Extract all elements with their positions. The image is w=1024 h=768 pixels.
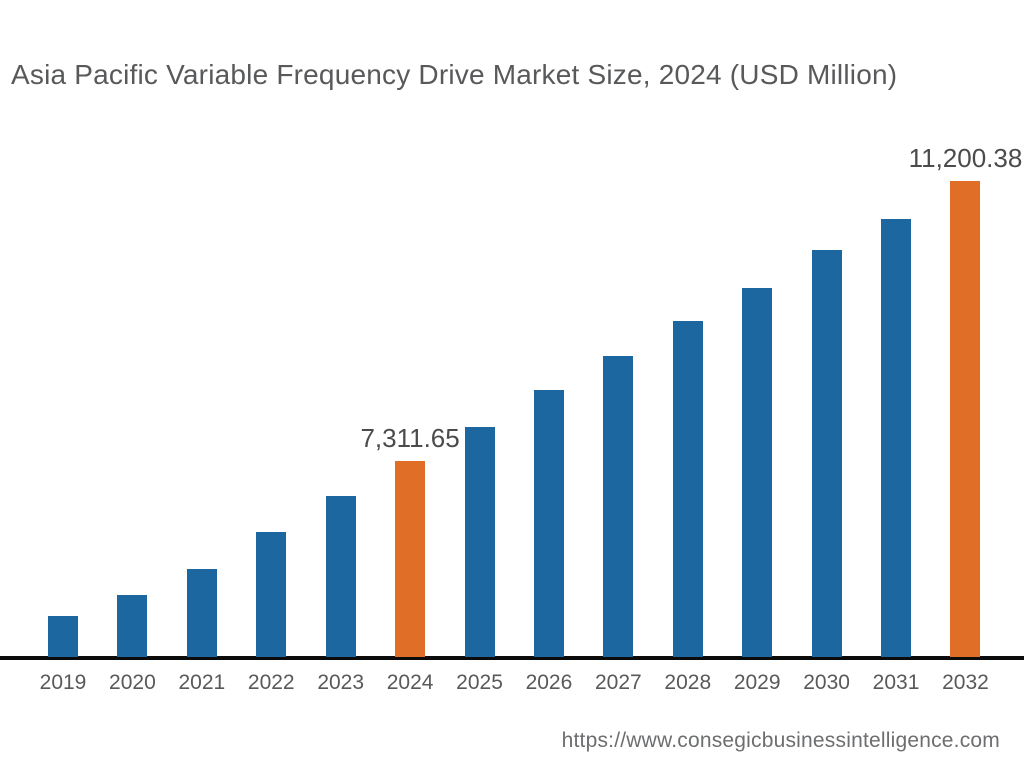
x-tick-2030: 2030 <box>803 671 850 694</box>
bar-2020 <box>117 595 148 657</box>
x-tick-2027: 2027 <box>595 671 642 694</box>
bar-2024 <box>395 461 426 657</box>
x-tick-2024: 2024 <box>386 671 434 694</box>
x-tick-2021: 2021 <box>178 671 226 694</box>
source-url: https://www.consegicbusinessintelligence… <box>561 729 1000 752</box>
chart-title: Asia Pacific Variable Frequency Drive Ma… <box>11 59 898 90</box>
value-label-2032: 11,200.38 <box>908 143 1023 173</box>
bar-2029 <box>742 288 773 657</box>
x-tick-2020: 2020 <box>109 671 156 694</box>
bar-2030 <box>811 250 842 657</box>
bar-2019 <box>48 616 78 657</box>
bar-2022 <box>256 532 287 657</box>
x-tick-2026: 2026 <box>525 671 573 694</box>
bar-2023 <box>325 496 356 657</box>
x-axis-line <box>0 656 1024 660</box>
x-tick-2023: 2023 <box>317 671 365 694</box>
x-tick-2022: 2022 <box>247 671 295 694</box>
bar-2021 <box>186 569 217 657</box>
x-tick-2029: 2029 <box>733 671 781 694</box>
x-tick-2032: 2032 <box>942 671 989 694</box>
x-tick-2025: 2025 <box>456 671 503 694</box>
bar-2032 <box>950 181 981 657</box>
x-tick-2028: 2028 <box>664 671 712 694</box>
value-label-2024: 7,311.65 <box>360 423 460 453</box>
x-tick-2019: 2019 <box>39 671 87 694</box>
bar-2026 <box>533 390 564 657</box>
bar-2025 <box>464 427 495 657</box>
bar-2027 <box>603 356 634 657</box>
bar-2031 <box>881 219 912 657</box>
bar-2028 <box>672 321 703 657</box>
x-tick-2031: 2031 <box>872 671 920 694</box>
